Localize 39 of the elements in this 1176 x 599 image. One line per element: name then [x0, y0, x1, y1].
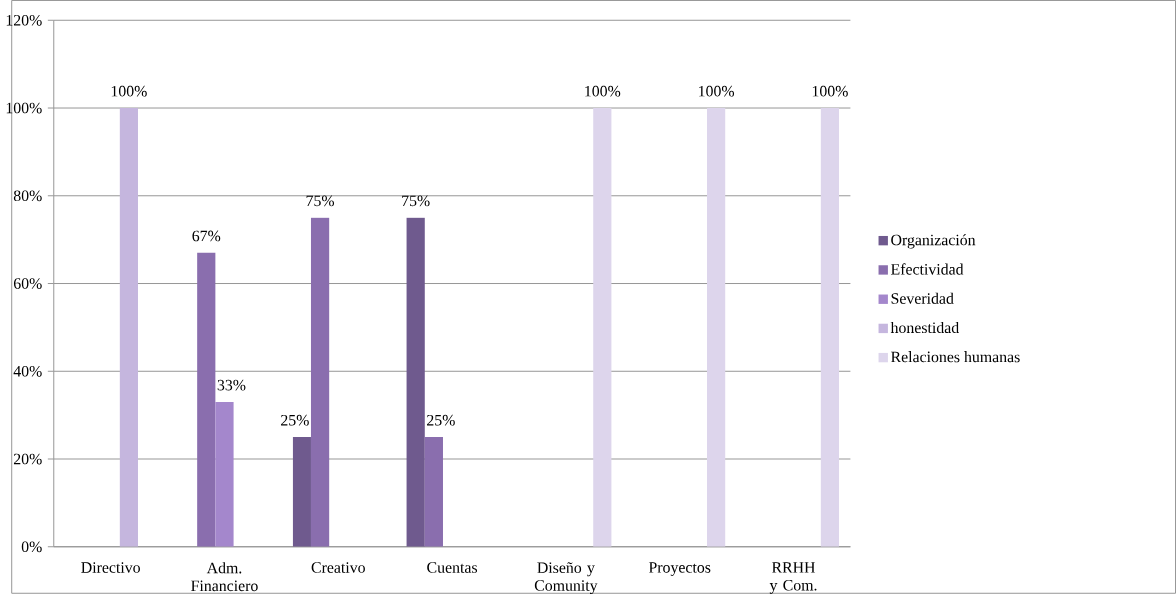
- x-tick-label: Cuentas: [427, 562, 478, 573]
- data-label: 67%: [192, 230, 221, 242]
- y-tick-label: 100%: [6, 102, 42, 114]
- data-label: 100%: [812, 85, 848, 97]
- x-tick-label: Directivo: [81, 562, 140, 573]
- x-tick-label: Creativo: [311, 562, 365, 573]
- data-label: 75%: [306, 195, 335, 207]
- x-tick-label: RRHH y Com.: [769, 562, 817, 594]
- x-tick-label: Diseño y Comunity: [534, 562, 598, 594]
- y-tick-label: 60%: [13, 277, 42, 289]
- legend-label: Efectividad: [891, 263, 964, 275]
- bar: [707, 107, 726, 547]
- legend-label: Organización: [891, 233, 976, 249]
- y-tick-label: 120%: [6, 14, 42, 26]
- bar: [215, 401, 234, 547]
- bar: [197, 252, 216, 547]
- y-tick-label: 80%: [13, 190, 42, 201]
- y-tick-label: 0%: [21, 541, 42, 552]
- legend-label: Relaciones humanas: [891, 350, 1020, 363]
- bar: [820, 107, 840, 547]
- bar: [424, 436, 443, 547]
- bar: [292, 436, 311, 547]
- bar: [310, 217, 330, 547]
- legend-label: Severidad: [891, 292, 954, 304]
- y-tick-label: 20%: [13, 453, 42, 465]
- bar: [593, 107, 612, 547]
- x-tick-label: Proyectos: [648, 562, 711, 576]
- data-label: 25%: [281, 414, 309, 426]
- legend-label: honestidad: [890, 321, 959, 333]
- bar: [406, 217, 425, 547]
- bar: [119, 107, 138, 547]
- x-tick-label: Adm. Financiero: [191, 562, 258, 591]
- data-label: 33%: [217, 379, 246, 391]
- data-label: 75%: [402, 195, 430, 207]
- y-tick-label: 40%: [13, 365, 42, 377]
- data-label: 25%: [427, 414, 455, 426]
- data-label: 100%: [585, 85, 621, 97]
- data-label: 100%: [699, 85, 735, 97]
- data-label: 100%: [111, 85, 147, 97]
